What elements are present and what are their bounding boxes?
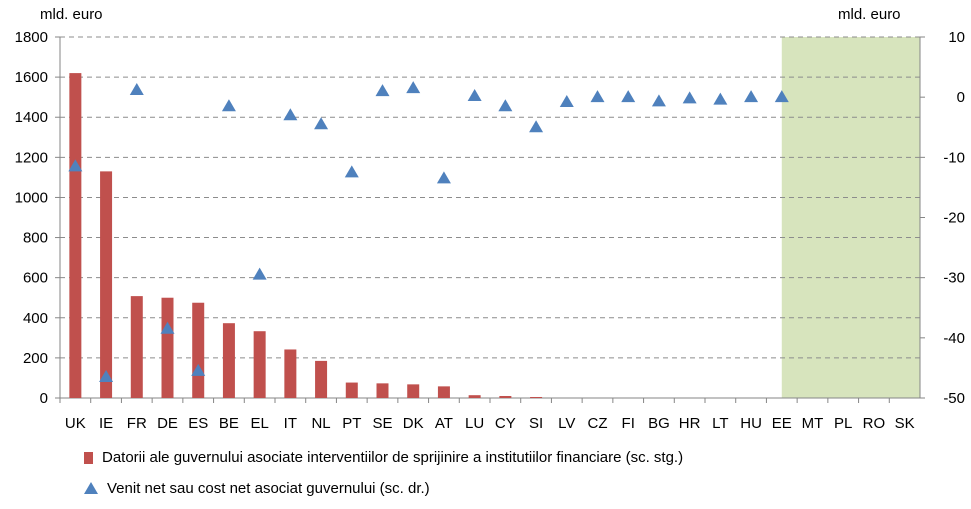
bar (468, 395, 481, 398)
bar (100, 171, 113, 398)
marker-point (68, 159, 83, 172)
x-tick-label: LT (712, 415, 728, 432)
bar (315, 360, 328, 398)
left-tick-label: 0 (40, 390, 48, 407)
x-tick-label: SK (895, 415, 915, 432)
marker-point (651, 94, 666, 107)
x-tick-label: PT (342, 415, 361, 432)
x-tick-label: IT (284, 415, 297, 432)
x-tick-label: MT (802, 415, 824, 432)
x-tick-label: UK (65, 415, 86, 432)
bar (284, 349, 297, 398)
marker-point (252, 267, 267, 280)
shaded-region (781, 37, 920, 398)
left-tick-label: 600 (23, 270, 48, 287)
right-tick-label: -10 (943, 149, 965, 166)
marker-point (375, 84, 390, 97)
right-tick-label: -50 (943, 390, 965, 407)
x-tick-label: EE (772, 415, 792, 432)
marker-point (344, 165, 359, 178)
x-tick-label: HR (679, 415, 701, 432)
x-tick-label: HU (740, 415, 762, 432)
bar (161, 297, 174, 398)
marker-point (314, 117, 329, 130)
legend-triangle-icon (84, 482, 98, 494)
marker-point (713, 92, 728, 105)
x-tick-label: BG (648, 415, 670, 432)
left-tick-label: 1800 (15, 29, 48, 46)
bar (253, 331, 266, 398)
x-tick-label: DK (403, 415, 424, 432)
left-tick-label: 200 (23, 350, 48, 367)
bar (222, 323, 235, 398)
x-tick-label: PL (834, 415, 852, 432)
x-tick-label: DE (157, 415, 178, 432)
x-tick-label: EL (250, 415, 268, 432)
x-tick-label: FR (127, 415, 147, 432)
left-tick-label: 800 (23, 230, 48, 247)
marker-point (467, 88, 482, 101)
legend-marker-label: Venit net sau cost net asociat guvernulu… (107, 480, 430, 497)
bar (130, 296, 143, 398)
right-tick-label: -30 (943, 270, 965, 287)
marker-point (529, 120, 544, 133)
x-tick-label: RO (863, 415, 886, 432)
bar (499, 395, 512, 398)
bar (437, 386, 450, 398)
marker-point (590, 90, 605, 103)
x-tick-label: AT (435, 415, 453, 432)
marker-point (498, 99, 513, 112)
legend-bar-label: Datorii ale guvernului asociate interven… (102, 449, 684, 466)
left-tick-label: 1400 (15, 109, 48, 126)
left-tick-label: 1000 (15, 189, 48, 206)
legend-item-markers: Venit net sau cost net asociat guvernulu… (84, 480, 430, 497)
x-tick-label: BE (219, 415, 239, 432)
bar (530, 396, 543, 398)
x-tick-label: IE (99, 415, 113, 432)
marker-point (559, 94, 574, 107)
left-axis-unit: mld. euro (40, 6, 103, 23)
marker-point (774, 90, 789, 103)
right-tick-label: -40 (943, 330, 965, 347)
bar (69, 73, 82, 398)
marker-point (129, 82, 144, 95)
right-axis-unit: mld. euro (838, 6, 901, 23)
marker-point (160, 321, 175, 334)
chart: 0 200 400 600 800 1000 1200 1400 1600 1800 10 0 -10 -… (15, 29, 965, 432)
x-tick-label: SE (372, 415, 392, 432)
marker-point (621, 90, 636, 103)
x-tick-label: CZ (588, 415, 608, 432)
marker-point (436, 171, 451, 184)
left-tick-label: 400 (23, 310, 48, 327)
bar (376, 383, 389, 398)
x-tick-label: SI (529, 415, 543, 432)
right-tick-label: -20 (943, 210, 965, 227)
x-tick-label: LV (558, 415, 575, 432)
marker-point (99, 369, 114, 382)
left-tick-label: 1200 (15, 149, 48, 166)
legend-item-bars: Datorii ale guvernului asociate interven… (84, 449, 683, 466)
marker-point (191, 363, 206, 376)
bar (407, 384, 420, 398)
x-tick-label: NL (311, 415, 330, 432)
marker-point (221, 99, 236, 112)
right-tick-label: 0 (957, 89, 965, 106)
left-tick-label: 1600 (15, 69, 48, 86)
marker-point (406, 81, 421, 94)
x-tick-label: CY (495, 415, 516, 432)
x-tick-label: LU (465, 415, 484, 432)
bar (192, 302, 205, 398)
x-tick-label: FI (622, 415, 635, 432)
marker-point (682, 91, 697, 104)
marker-point (283, 108, 298, 121)
legend-bar-swatch (84, 451, 93, 464)
right-tick-label: 10 (948, 29, 965, 46)
bar (345, 382, 358, 398)
x-tick-label: ES (188, 415, 208, 432)
marker-point (744, 90, 759, 103)
